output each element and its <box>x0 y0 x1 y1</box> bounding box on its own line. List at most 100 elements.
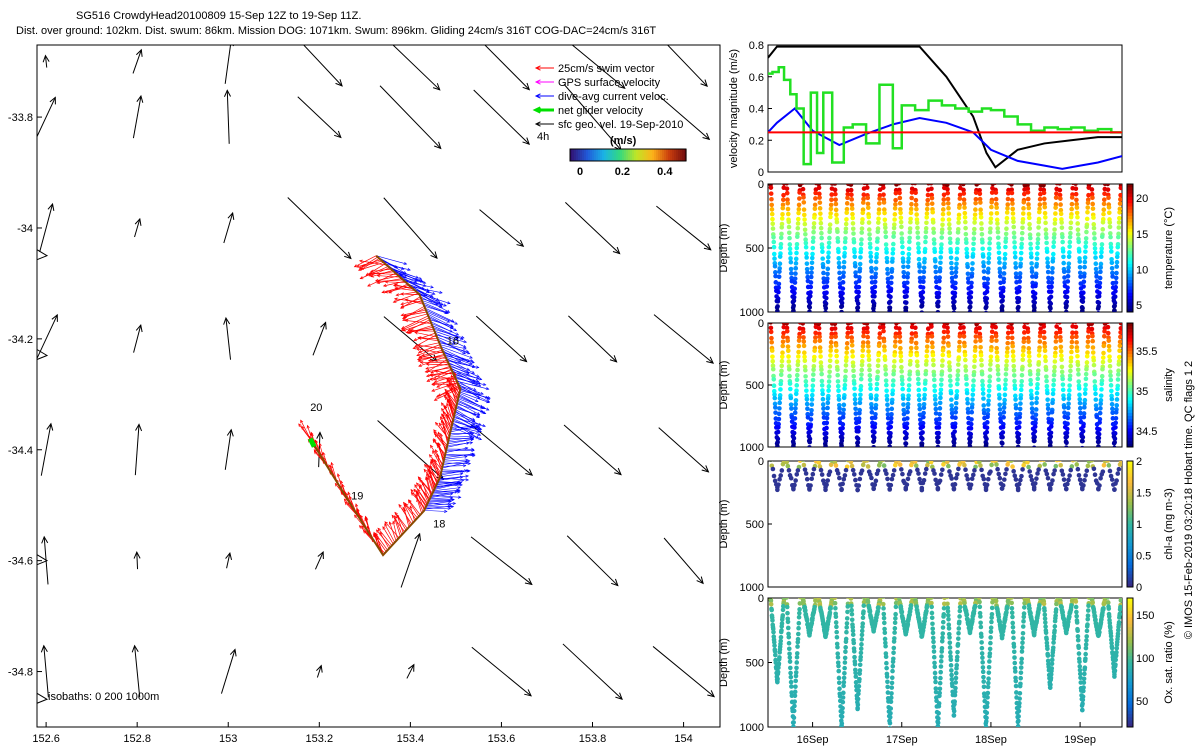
profile-point <box>796 620 802 626</box>
profile-point <box>1029 477 1035 483</box>
profile-point <box>809 265 815 271</box>
vector-head <box>485 407 490 411</box>
profile-point <box>1036 219 1042 225</box>
profile-point <box>1045 264 1051 270</box>
vector-head <box>444 509 448 513</box>
vector-shaft <box>424 510 447 512</box>
profile-point <box>842 655 848 661</box>
vector-head <box>467 469 471 473</box>
profile-point <box>850 360 856 365</box>
current-vector <box>454 411 476 421</box>
profile-point <box>1026 205 1032 211</box>
profile-point <box>769 335 774 341</box>
profile-point <box>1083 371 1089 377</box>
profile-point <box>859 220 865 225</box>
profile-point <box>883 242 889 247</box>
profile-point <box>980 240 985 245</box>
profile-point <box>1085 350 1090 355</box>
profile-point <box>1116 231 1121 237</box>
profile-point <box>978 214 984 220</box>
vector-shaft <box>431 323 453 333</box>
profile-point <box>908 352 913 358</box>
profile-point <box>995 363 1000 369</box>
current-vector <box>407 283 436 295</box>
profile-point <box>907 235 912 241</box>
profile-point <box>777 396 783 401</box>
profile-point <box>823 295 829 301</box>
profile-point <box>1012 254 1018 260</box>
profile-point <box>920 480 926 486</box>
vector-head <box>336 473 341 477</box>
profile-point <box>987 246 992 252</box>
profile-point <box>932 471 937 476</box>
geo-vector <box>133 323 143 353</box>
profile-point <box>801 339 807 344</box>
profile-point <box>986 266 991 272</box>
profile-point <box>1032 429 1038 434</box>
profile-point <box>849 607 854 613</box>
profile-point <box>1089 461 1094 463</box>
profile-point <box>771 473 777 479</box>
profile-point <box>931 230 937 235</box>
profile-point <box>981 260 986 265</box>
profile-point <box>1050 265 1055 271</box>
vector-shaft <box>429 470 436 488</box>
vector-head <box>429 377 433 381</box>
vector-shaft <box>418 293 451 304</box>
vector-head <box>419 483 423 488</box>
profile-point <box>1097 290 1102 296</box>
current-vector <box>444 355 475 364</box>
profile-point <box>915 371 921 377</box>
profile-point <box>964 376 969 382</box>
profile-point <box>835 651 841 656</box>
profile-point <box>997 407 1003 412</box>
profile-point <box>843 374 848 380</box>
profile-point <box>776 657 782 662</box>
profile-point <box>921 279 926 285</box>
profile-point <box>1084 354 1090 359</box>
vector-head <box>318 442 322 447</box>
profile-point <box>1057 187 1063 193</box>
vector-head <box>532 106 542 114</box>
vector-shaft <box>429 499 455 501</box>
profile-point <box>1000 445 1005 447</box>
profile-point <box>1001 279 1006 285</box>
profile-point <box>1109 396 1115 402</box>
profile-point <box>1016 289 1022 294</box>
profile-point <box>852 661 858 667</box>
profile-point <box>839 303 845 309</box>
profile-point <box>1061 269 1067 275</box>
profile-point <box>890 663 896 669</box>
profile-point <box>948 240 953 245</box>
current-vector <box>459 392 479 402</box>
profile-point <box>938 391 943 396</box>
profile-point <box>884 660 889 666</box>
current-vector <box>458 395 490 411</box>
profile-point <box>905 476 911 482</box>
colorbar-label: salinity <box>1163 368 1175 402</box>
profile-point <box>1003 236 1009 241</box>
profile-point <box>892 343 898 349</box>
profile-point <box>1075 214 1080 220</box>
profile-point <box>1021 191 1027 197</box>
profile-point <box>1077 396 1083 402</box>
current-vector <box>453 374 480 383</box>
profile-point <box>925 197 931 203</box>
swim-vector <box>427 359 448 363</box>
profile-point <box>979 357 984 363</box>
profile-point <box>1060 376 1065 382</box>
profile-point <box>913 202 919 208</box>
profile-point <box>1084 229 1089 235</box>
profile-point <box>1097 284 1102 290</box>
profile-point <box>1016 481 1022 487</box>
vector-head <box>376 279 381 283</box>
vector-head <box>375 533 379 538</box>
colorbar-cell <box>1127 283 1133 287</box>
profile-point <box>792 425 797 430</box>
profile-point <box>1035 245 1040 251</box>
profile-point <box>797 601 803 606</box>
vector-shaft <box>303 45 343 87</box>
vector-shaft <box>440 433 447 453</box>
profile-point <box>849 192 854 198</box>
vector-shaft <box>432 380 457 385</box>
